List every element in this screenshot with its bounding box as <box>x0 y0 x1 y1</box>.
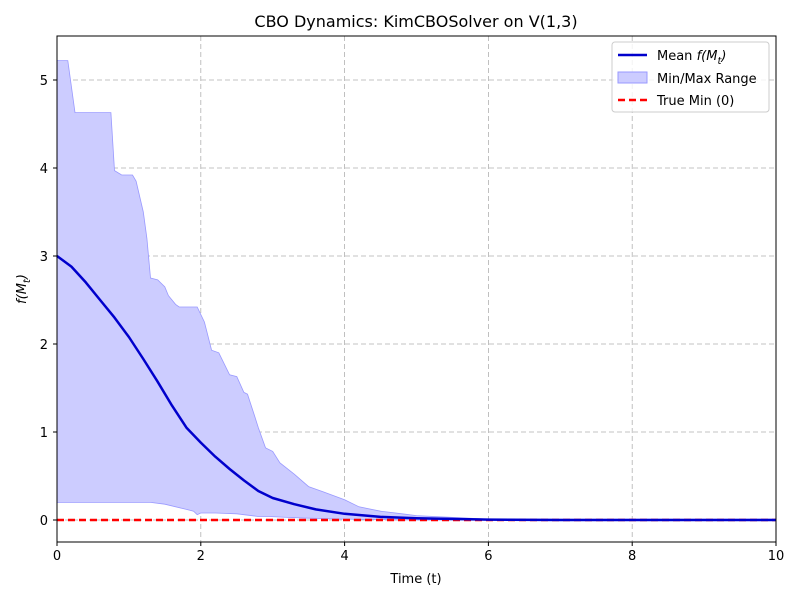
y-tick-label: 2 <box>40 338 48 353</box>
legend-box <box>611 41 770 113</box>
legend-true-min-label: True Min (0) <box>656 94 734 109</box>
plot-area-frame <box>56 35 777 543</box>
legend-mean-math: f(M <box>697 49 718 64</box>
x-tick-label: 10 <box>768 549 785 564</box>
legend-range-swatch <box>617 71 648 84</box>
y-tick-label: 3 <box>40 250 48 265</box>
x-tick-label: 6 <box>484 549 492 564</box>
min-max-range-band <box>56 60 777 521</box>
y-tick-label: 0 <box>40 514 48 529</box>
legend-mean-label: Mean f(Mt) <box>657 49 726 67</box>
x-axis-label: Time (t) <box>389 572 441 587</box>
x-tick-label: 4 <box>340 549 348 564</box>
x-tick-label: 0 <box>53 549 61 564</box>
series-lines <box>56 254 776 522</box>
legend-mean-end: ) <box>720 49 726 64</box>
y-axis-label: f(Mt) <box>15 274 33 304</box>
legend-mean-subscript: t <box>717 56 722 67</box>
y-axis-ticks: 0 1 2 3 4 5 <box>40 74 57 529</box>
min-max-range-area <box>56 60 777 521</box>
legend-range-label: Min/Max Range <box>657 72 757 87</box>
legend-mean-prefix: Mean <box>657 49 697 64</box>
x-axis-ticks: 0 2 4 6 8 10 <box>53 542 784 564</box>
mean-line <box>56 254 776 522</box>
legend: Mean f(Mt) Min/Max Range True Min (0) <box>611 41 770 113</box>
y-tick-label: 4 <box>40 162 48 177</box>
y-axis-label-subscript: t <box>22 278 33 283</box>
x-tick-label: 2 <box>197 549 205 564</box>
y-axis-label-main: f(M <box>15 283 30 304</box>
y-tick-label: 1 <box>40 426 48 441</box>
x-tick-label: 8 <box>628 549 636 564</box>
y-axis-label-end: ) <box>15 274 30 280</box>
chart-title: CBO Dynamics: KimCBOSolver on V(1,3) <box>254 12 577 31</box>
y-tick-label: 5 <box>40 74 48 89</box>
